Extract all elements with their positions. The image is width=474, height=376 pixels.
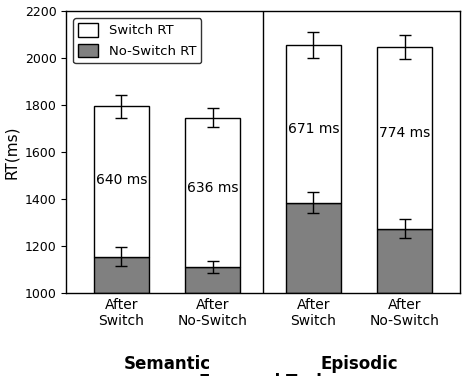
Bar (185, 117, 240, 267)
Text: 640 ms: 640 ms (96, 173, 147, 188)
Bar (377, 229, 432, 293)
Text: 636 ms: 636 ms (187, 180, 238, 194)
Bar (94, 257, 149, 293)
Text: 671 ms: 671 ms (288, 122, 339, 136)
Text: Semantic: Semantic (123, 355, 210, 373)
Bar (286, 203, 341, 293)
Text: Episodic: Episodic (320, 355, 398, 373)
Legend: Switch RT, No-Switch RT: Switch RT, No-Switch RT (73, 18, 201, 64)
Bar (185, 267, 240, 293)
Bar (377, 47, 432, 229)
Bar (94, 106, 149, 257)
Bar (286, 45, 341, 203)
Y-axis label: RT(ms): RT(ms) (4, 126, 19, 179)
Text: 774 ms: 774 ms (379, 126, 430, 141)
X-axis label: Engaged Task: Engaged Task (199, 373, 327, 376)
